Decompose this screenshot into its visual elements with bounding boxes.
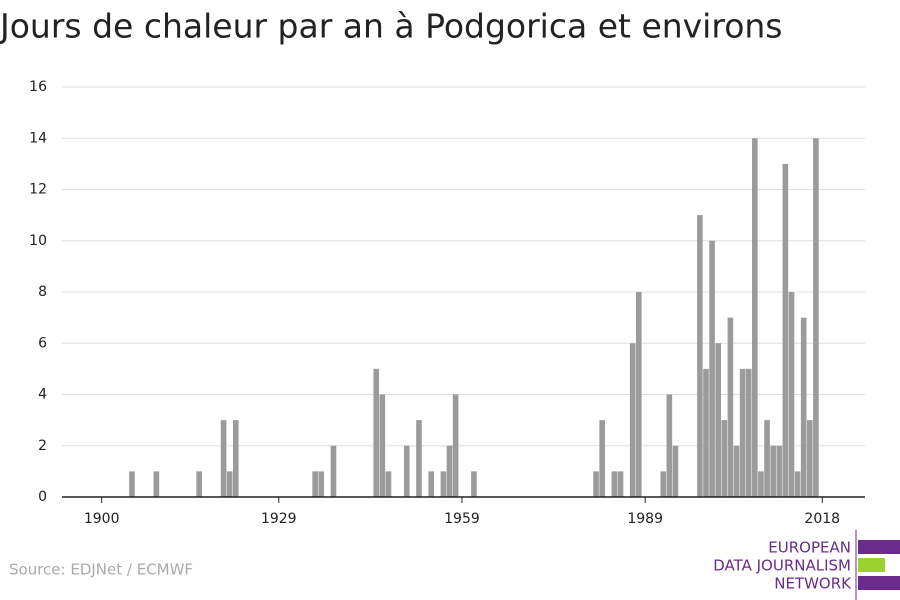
bar <box>617 471 624 497</box>
bar <box>745 368 752 497</box>
bar <box>697 215 703 497</box>
x-tick-label: 1959 <box>444 511 480 527</box>
bar <box>129 471 135 497</box>
bar <box>318 471 325 497</box>
bar <box>452 394 459 497</box>
logo-bar <box>858 576 900 590</box>
bar <box>416 420 422 497</box>
bar <box>794 471 801 497</box>
logo-bar <box>858 558 885 572</box>
logo-line: NETWORK <box>774 575 852 593</box>
bar <box>232 420 239 497</box>
bar <box>660 471 667 497</box>
bar <box>593 471 599 497</box>
y-tick-label: 8 <box>38 284 47 300</box>
bar <box>403 445 410 497</box>
bar <box>782 163 789 497</box>
y-tick-label: 0 <box>38 489 47 505</box>
bar <box>379 394 386 497</box>
bar <box>721 420 728 497</box>
bar <box>330 445 337 497</box>
logo-line: DATA JOURNALISM <box>713 557 851 575</box>
bar <box>196 471 202 497</box>
bar <box>727 317 734 497</box>
bar <box>385 471 392 497</box>
bar <box>758 471 764 497</box>
bar <box>715 343 721 497</box>
x-tick-label: 1900 <box>84 511 120 527</box>
bar <box>709 240 715 497</box>
bar <box>312 471 318 497</box>
y-tick-label: 2 <box>38 438 47 454</box>
y-tick-label: 14 <box>29 130 47 146</box>
logo-bar <box>858 540 900 554</box>
bar <box>788 292 795 497</box>
bar <box>636 292 642 497</box>
bar <box>666 394 673 497</box>
bar <box>752 138 758 497</box>
bar <box>611 471 618 497</box>
bar <box>373 368 380 497</box>
x-tick-label: 1929 <box>261 511 297 527</box>
bar <box>733 445 740 497</box>
bar <box>440 471 447 497</box>
bar <box>153 471 160 497</box>
bar <box>800 317 807 497</box>
bar <box>770 445 776 497</box>
x-tick-label: 1989 <box>627 511 663 527</box>
bar <box>739 368 746 497</box>
bar <box>703 368 709 497</box>
bar <box>428 471 434 497</box>
bar <box>776 445 783 497</box>
y-tick-label: 4 <box>38 387 47 403</box>
y-tick-label: 6 <box>38 335 47 351</box>
bar <box>629 343 636 497</box>
bar <box>672 445 679 497</box>
y-tick-label: 10 <box>29 233 47 249</box>
source: Source: EDJNet / ECMWF <box>9 561 193 579</box>
bar <box>226 471 233 497</box>
bar <box>599 420 605 497</box>
bar <box>471 471 477 497</box>
bar <box>220 420 227 497</box>
bar <box>764 420 770 497</box>
logo-line: EUROPEAN <box>768 539 851 557</box>
y-tick-label: 12 <box>29 182 47 198</box>
bar <box>813 138 819 497</box>
bar <box>446 445 453 497</box>
chart-title: Jours de chaleur par an à Podgorica et e… <box>0 7 783 46</box>
x-tick-label: 2018 <box>804 511 840 527</box>
y-tick-label: 16 <box>29 79 47 95</box>
bar <box>806 420 813 497</box>
